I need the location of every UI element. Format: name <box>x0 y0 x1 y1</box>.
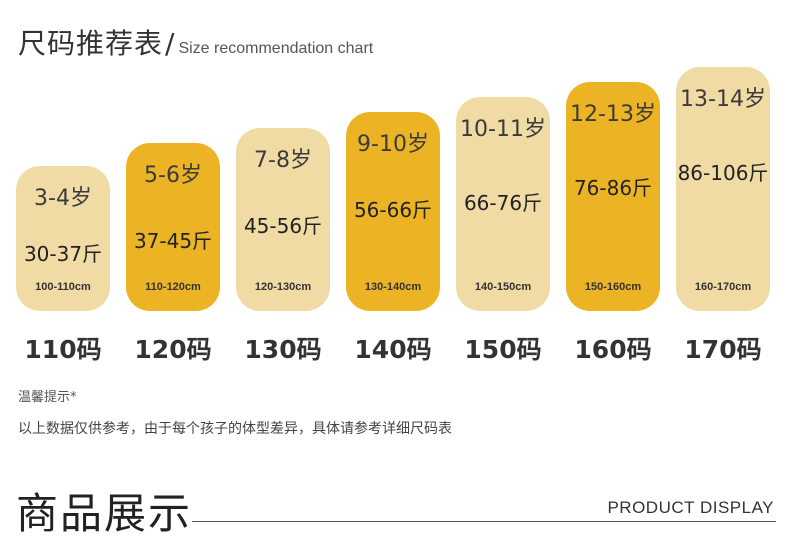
section-divider <box>192 521 776 522</box>
weight-range: 76-86斤 <box>573 176 653 200</box>
weight-range: 45-56斤 <box>243 214 323 238</box>
age-range: 5-6岁 <box>144 163 202 188</box>
size-bar-110: 3-4岁 30-37斤 100-110cm <box>16 166 110 311</box>
title-english: Size recommendation chart <box>178 40 374 57</box>
tips-text: 以上数据仅供参考，由于每个孩子的体型差异，具体请参考详细尺码表 <box>18 421 452 437</box>
weight-range: 86-106斤 <box>677 161 769 185</box>
size-label-140: 140码 <box>354 335 432 364</box>
age-range: 3-4岁 <box>34 186 92 211</box>
height-range: 150-160cm <box>584 281 642 293</box>
product-display-title: 商品展示 <box>16 489 193 538</box>
size-bar-120: 5-6岁 37-45斤 110-120cm <box>126 143 220 311</box>
size-bar-150: 10-11岁 66-76斤 140-150cm <box>456 97 550 311</box>
size-chart: 3-4岁 30-37斤 100-110cm 5-6岁 37-45斤 110-12… <box>16 67 770 364</box>
height-range: 120-130cm <box>254 281 312 293</box>
size-label-160: 160码 <box>574 335 652 364</box>
age-range: 13-14岁 <box>680 87 766 112</box>
weight-range: 56-66斤 <box>353 198 433 222</box>
height-range: 130-140cm <box>364 281 422 293</box>
height-range: 100-110cm <box>35 281 91 293</box>
weight-range: 37-45斤 <box>133 229 213 253</box>
size-bar-160: 12-13岁 76-86斤 150-160cm <box>566 82 660 311</box>
tips-title: 温馨提示* <box>18 390 77 405</box>
title-separator: / <box>165 27 175 60</box>
height-range: 160-170cm <box>694 281 752 293</box>
title-chinese: 尺码推荐表 <box>18 27 164 60</box>
age-range: 10-11岁 <box>460 117 546 142</box>
age-range: 9-10岁 <box>357 132 429 157</box>
weight-range: 30-37斤 <box>23 242 103 266</box>
size-label-170: 170码 <box>684 335 762 364</box>
age-range: 12-13岁 <box>570 102 656 127</box>
chart-title: 尺码推荐表 / Size recommendation chart <box>18 22 373 62</box>
size-label-120: 120码 <box>134 335 212 364</box>
size-bar-140: 9-10岁 56-66斤 130-140cm <box>346 112 440 311</box>
size-bar-170: 13-14岁 86-106斤 160-170cm <box>676 67 770 311</box>
size-bar-130: 7-8岁 45-56斤 120-130cm <box>236 128 330 311</box>
height-range: 110-120cm <box>145 281 201 293</box>
weight-range: 66-76斤 <box>463 191 543 215</box>
age-range: 7-8岁 <box>254 148 312 173</box>
size-label-130: 130码 <box>244 335 322 364</box>
height-range: 140-150cm <box>474 281 532 293</box>
product-display-subtitle: PRODUCT DISPLAY <box>607 498 774 517</box>
size-label-150: 150码 <box>464 335 542 364</box>
size-label-110: 110码 <box>24 335 102 364</box>
